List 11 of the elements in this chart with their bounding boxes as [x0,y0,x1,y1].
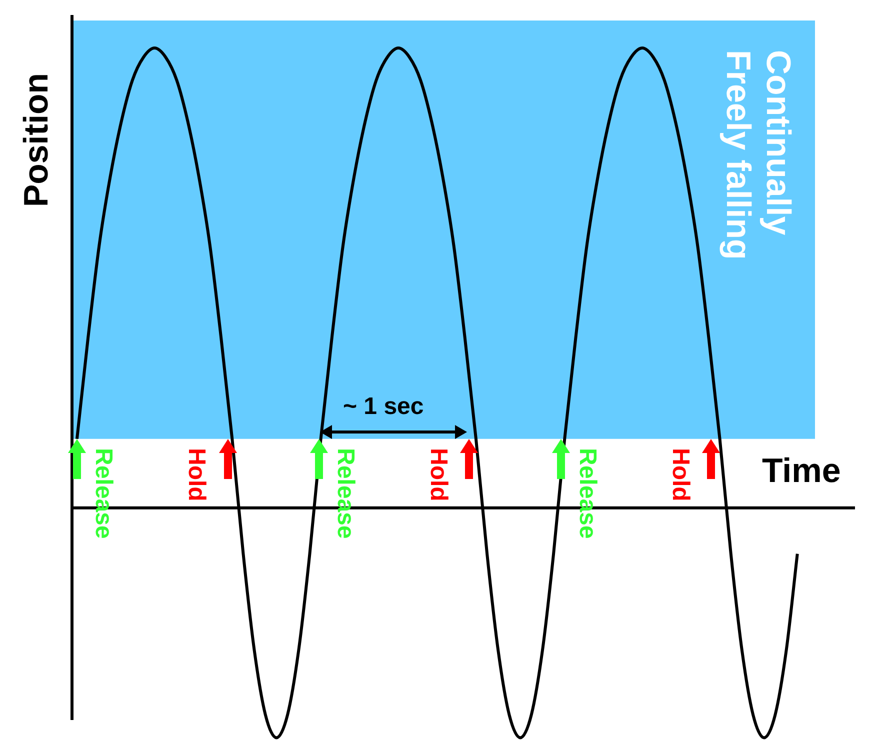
y-axis-title: Position [18,72,56,208]
annotation: Release [90,448,117,539]
annotation: ~ 1 sec [343,393,424,420]
annotation: Release [574,448,601,539]
annotation: Release [332,448,359,539]
annotation: Hold [425,448,452,502]
annotation: Continually [759,50,797,236]
x-axis-title: Time [762,452,841,491]
annotation: Hold [667,448,694,502]
annotation: Freely falling [719,50,757,260]
annotation: Hold [183,448,210,502]
